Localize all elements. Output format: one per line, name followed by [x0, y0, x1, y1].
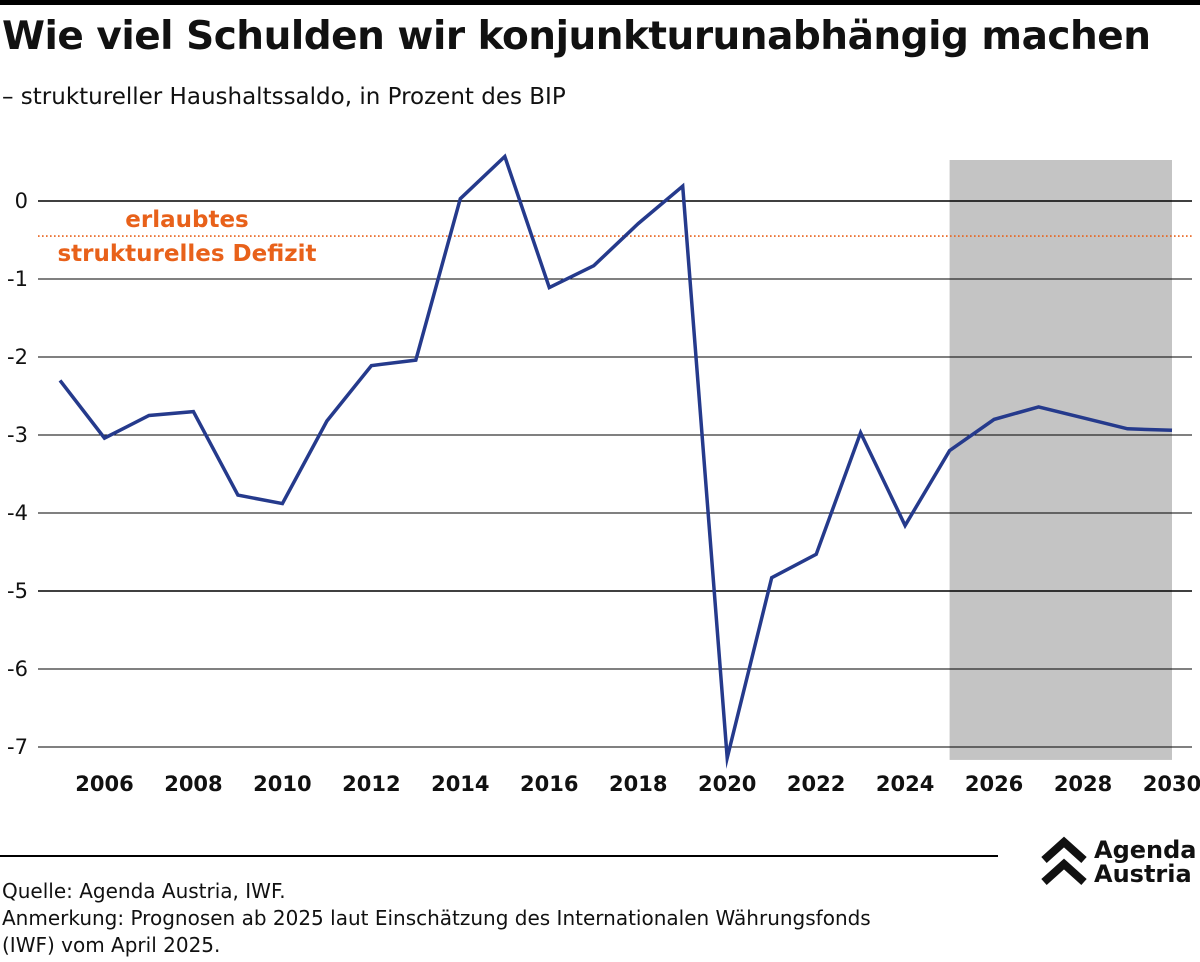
y-axis: 0 -1 -2 -3 -4 -5 -6 -7 — [7, 189, 28, 759]
annotation-layer: erlaubtes strukturelles Defizit — [57, 207, 316, 267]
y-tick-label-2: -2 — [7, 345, 28, 369]
logo-line1: Agenda — [1094, 836, 1197, 864]
series-line — [58, 153, 1173, 769]
note-text-line1: Anmerkung: Prognosen ab 2025 laut Einsch… — [2, 906, 871, 930]
x-tick-label-2026: 2026 — [965, 772, 1023, 796]
agenda-austria-logo: Agenda Austria — [1040, 834, 1200, 890]
forecast-band — [949, 160, 1172, 760]
gridlines — [38, 200, 1192, 748]
y-tick-label-3: -3 — [7, 423, 28, 447]
x-tick-label-2016: 2016 — [520, 772, 578, 796]
source-text: Quelle: Agenda Austria, IWF. — [2, 879, 286, 903]
note-text-line2: (IWF) vom April 2025. — [2, 933, 221, 957]
x-tick-label-2030: 2030 — [1143, 772, 1200, 796]
x-tick-label-2014: 2014 — [431, 772, 489, 796]
y-tick-label-5: -5 — [7, 579, 28, 603]
double-chevron-up-icon — [1041, 836, 1087, 885]
x-tick-label-2006: 2006 — [75, 772, 133, 796]
logo-line2: Austria — [1094, 860, 1192, 888]
y-tick-label-1: -1 — [7, 267, 28, 291]
footer: Quelle: Agenda Austria, IWF. Anmerkung: … — [2, 878, 1002, 959]
chart-title: Wie viel Schulden wir konjunkturunabhäng… — [2, 14, 1151, 59]
x-tick-label-2018: 2018 — [609, 772, 667, 796]
y-tick-label-4: -4 — [7, 501, 28, 525]
x-tick-label-2022: 2022 — [787, 772, 845, 796]
series-layer — [58, 153, 1173, 769]
x-axis: 2006 2008 2010 2012 2014 2016 2018 2020 2022 2024… — [75, 772, 1200, 796]
forecast-band-layer — [949, 160, 1172, 760]
reference-label-line2: strukturelles Defizit — [57, 241, 316, 267]
line-chart: 0 -1 -2 -3 -4 -5 -6 -7 2006 2008 2010 2012 2014 2016… — [7, 153, 1200, 796]
y-tick-label-0: 0 — [15, 189, 28, 213]
y-tick-label-6: -6 — [7, 657, 28, 681]
top-rule — [0, 0, 1200, 5]
x-tick-label-2024: 2024 — [876, 772, 934, 796]
x-tick-label-2012: 2012 — [342, 772, 400, 796]
x-tick-label-2020: 2020 — [698, 772, 756, 796]
x-tick-label-2008: 2008 — [164, 772, 222, 796]
footer-rule — [0, 855, 998, 857]
x-tick-label-2010: 2010 — [253, 772, 311, 796]
y-tick-label-7: -7 — [7, 735, 28, 759]
x-tick-label-2028: 2028 — [1054, 772, 1112, 796]
chart-subtitle: – struktureller Haushaltssaldo, in Proze… — [2, 84, 566, 110]
reference-label-line1: erlaubtes — [125, 207, 248, 233]
